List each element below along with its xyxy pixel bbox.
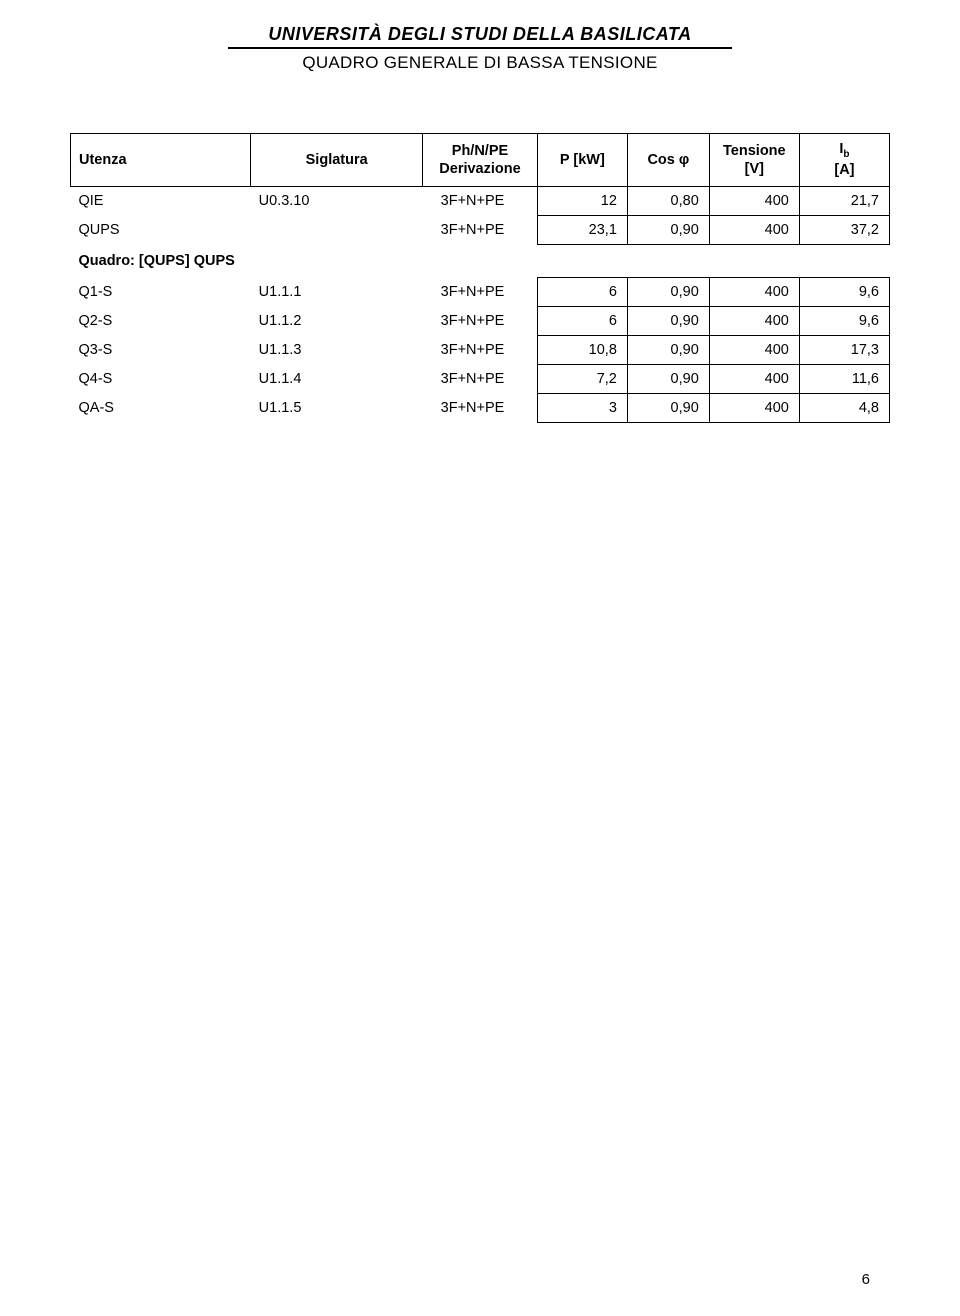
cell-siglatura: U1.1.3 xyxy=(251,335,423,364)
cell-v: 400 xyxy=(709,306,799,335)
col-ib-unit: [A] xyxy=(834,162,854,178)
col-utenza: Utenza xyxy=(71,134,251,187)
cell-pkw: 10,8 xyxy=(537,335,627,364)
cell-ib: 9,6 xyxy=(799,277,889,306)
cell-cos: 0,90 xyxy=(627,364,709,393)
col-utenza-label: Utenza xyxy=(79,151,242,169)
col-derivazione: Ph/N/PE Derivazione xyxy=(423,134,538,187)
cell-siglatura: U1.1.1 xyxy=(251,277,423,306)
col-ib: Ib [A] xyxy=(799,134,889,187)
col-cosphi-label: Cos φ xyxy=(636,151,701,169)
cell-derivazione: 3F+N+PE xyxy=(423,364,538,393)
cell-derivazione: 3F+N+PE xyxy=(423,393,538,422)
table-row: Q2-SU1.1.23F+N+PE60,904009,6 xyxy=(71,306,890,335)
cell-v: 400 xyxy=(709,215,799,244)
table-row: QUPS 3F+N+PE23,10,9040037,2 xyxy=(71,215,890,244)
table-row: Q3-SU1.1.33F+N+PE10,80,9040017,3 xyxy=(71,335,890,364)
table-body: QIEU0.3.103F+N+PE120,8040021,7QUPS3F+N+P… xyxy=(71,186,890,422)
col-siglatura: Siglatura xyxy=(251,134,423,187)
header-title-2: QUADRO GENERALE DI BASSA TENSIONE xyxy=(70,53,890,73)
section-label: Quadro: [QUPS] QUPS xyxy=(71,244,890,277)
cell-ib: 4,8 xyxy=(799,393,889,422)
col-tensione-l2: [V] xyxy=(745,161,764,177)
cell-ib: 9,6 xyxy=(799,306,889,335)
cell-siglatura: U0.3.10 xyxy=(251,186,423,215)
cell-cos: 0,90 xyxy=(627,393,709,422)
cell-utenza: Q1-S xyxy=(71,277,251,306)
col-pkw: P [kW] xyxy=(537,134,627,187)
cell-ib: 37,2 xyxy=(799,215,889,244)
cell-pkw: 6 xyxy=(537,277,627,306)
section-row: Quadro: [QUPS] QUPS xyxy=(71,244,890,277)
col-derivazione-l1: Ph/N/PE xyxy=(452,143,508,159)
cell-utenza: QIE xyxy=(71,186,251,215)
cell-pkw: 23,1 xyxy=(537,215,627,244)
cell-pkw: 6 xyxy=(537,306,627,335)
cell-cos: 0,90 xyxy=(627,215,709,244)
col-pkw-label: P [kW] xyxy=(546,151,619,169)
table-row: Q4-SU1.1.43F+N+PE7,20,9040011,6 xyxy=(71,364,890,393)
cell-cos: 0,90 xyxy=(627,335,709,364)
cell-ib: 21,7 xyxy=(799,186,889,215)
col-derivazione-l2: Derivazione xyxy=(439,161,520,177)
cell-v: 400 xyxy=(709,186,799,215)
cell-v: 400 xyxy=(709,364,799,393)
col-ib-sub: b xyxy=(843,149,849,160)
cell-siglatura: U1.1.2 xyxy=(251,306,423,335)
cell-pkw: 3 xyxy=(537,393,627,422)
header-title-1: UNIVERSITÀ DEGLI STUDI DELLA BASILICATA xyxy=(228,24,731,49)
page: UNIVERSITÀ DEGLI STUDI DELLA BASILICATA … xyxy=(0,0,960,1316)
cell-ib: 11,6 xyxy=(799,364,889,393)
page-number: 6 xyxy=(862,1271,870,1288)
cell-cos: 0,80 xyxy=(627,186,709,215)
cell-v: 400 xyxy=(709,277,799,306)
cell-pkw: 7,2 xyxy=(537,364,627,393)
cell-derivazione: 3F+N+PE xyxy=(423,215,538,244)
cell-siglatura: U1.1.4 xyxy=(251,364,423,393)
cell-derivazione: 3F+N+PE xyxy=(423,186,538,215)
cell-siglatura xyxy=(251,215,423,244)
cell-utenza: QA-S xyxy=(71,393,251,422)
cell-cos: 0,90 xyxy=(627,306,709,335)
col-cosphi: Cos φ xyxy=(627,134,709,187)
cell-derivazione: 3F+N+PE xyxy=(423,335,538,364)
document-header: UNIVERSITÀ DEGLI STUDI DELLA BASILICATA … xyxy=(70,24,890,73)
cell-siglatura: U1.1.5 xyxy=(251,393,423,422)
cell-derivazione: 3F+N+PE xyxy=(423,277,538,306)
col-siglatura-label: Siglatura xyxy=(259,151,414,169)
cell-v: 400 xyxy=(709,393,799,422)
table-header: Utenza Siglatura Ph/N/PE Derivazione P [… xyxy=(71,134,890,187)
col-tensione: Tensione [V] xyxy=(709,134,799,187)
table-row: QA-SU1.1.53F+N+PE30,904004,8 xyxy=(71,393,890,422)
cell-ib: 17,3 xyxy=(799,335,889,364)
table-row: QIEU0.3.103F+N+PE120,8040021,7 xyxy=(71,186,890,215)
data-table: Utenza Siglatura Ph/N/PE Derivazione P [… xyxy=(70,133,890,423)
cell-derivazione: 3F+N+PE xyxy=(423,306,538,335)
cell-utenza: Q3-S xyxy=(71,335,251,364)
cell-utenza: Q2-S xyxy=(71,306,251,335)
table-row: Q1-SU1.1.13F+N+PE60,904009,6 xyxy=(71,277,890,306)
cell-cos: 0,90 xyxy=(627,277,709,306)
cell-pkw: 12 xyxy=(537,186,627,215)
cell-utenza: QUPS xyxy=(71,215,251,244)
cell-v: 400 xyxy=(709,335,799,364)
col-tensione-l1: Tensione xyxy=(723,143,786,159)
cell-utenza: Q4-S xyxy=(71,364,251,393)
